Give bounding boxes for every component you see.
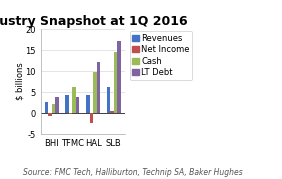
Bar	[55, 97, 59, 113]
Bar	[45, 102, 48, 113]
Legend: Revenues, Net Income, Cash, LT Debt: Revenues, Net Income, Cash, LT Debt	[130, 31, 192, 80]
Y-axis label: $ billions: $ billions	[15, 63, 24, 100]
Bar	[86, 95, 90, 113]
Bar	[48, 113, 52, 116]
Bar	[69, 113, 72, 114]
Bar	[110, 111, 114, 113]
Bar	[114, 52, 117, 113]
Bar	[107, 87, 110, 113]
Bar	[72, 88, 76, 113]
Bar	[90, 113, 93, 123]
Bar	[65, 95, 69, 113]
Bar	[97, 62, 100, 113]
Bar	[52, 104, 55, 113]
Title: Industry Snapshot at 1Q 2016: Industry Snapshot at 1Q 2016	[0, 15, 188, 28]
Bar	[76, 97, 80, 113]
Text: Source: FMC Tech, Halliburton, Technip SA, Baker Hughes: Source: FMC Tech, Halliburton, Technip S…	[23, 168, 242, 177]
Bar	[93, 72, 97, 113]
Bar	[117, 41, 121, 113]
